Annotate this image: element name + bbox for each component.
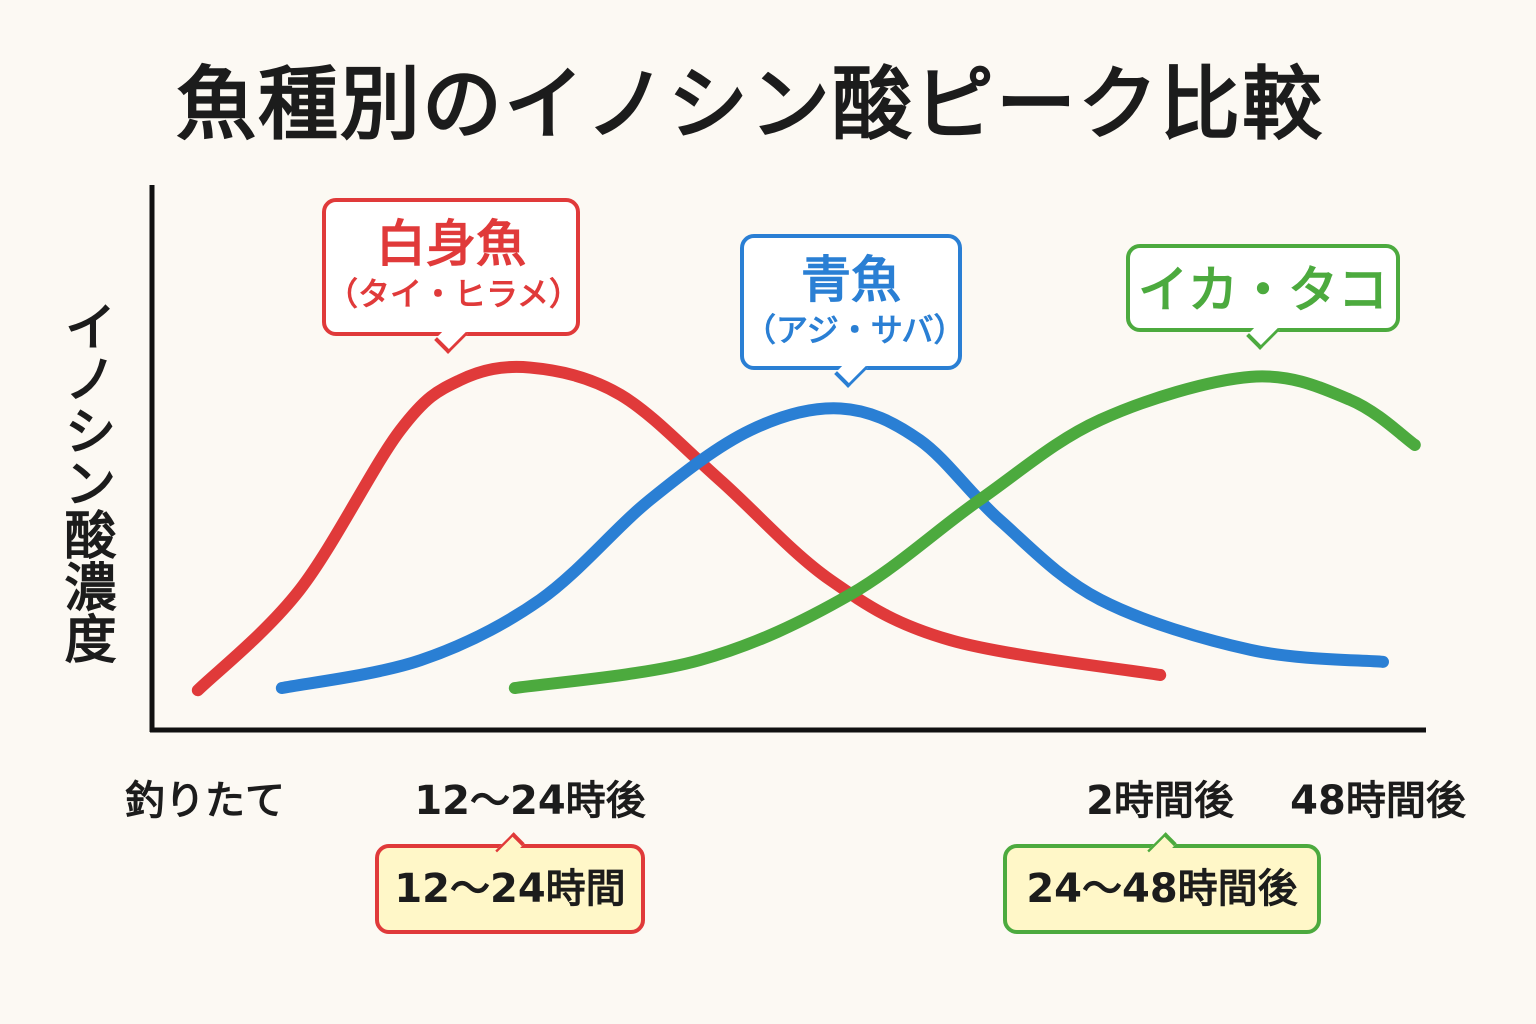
annotation-12-24h: 12〜24時間	[375, 832, 645, 934]
x-tick-label: 48時間後	[1290, 778, 1466, 824]
series-line-2	[508, 370, 1421, 695]
y-axis-label: イノシン酸濃度	[55, 300, 115, 664]
annotation-text: 12〜24時間	[394, 866, 626, 912]
series-line-0	[191, 360, 1167, 697]
series-name: イカ・タコ	[1138, 261, 1388, 319]
series-subtitle: （タイ・ヒラメ）	[326, 275, 582, 313]
annotation-text: 24〜48時間後	[1026, 866, 1298, 912]
series-label-white-fish: 白身魚 （タイ・ヒラメ）	[322, 198, 582, 354]
series-name: 白身魚	[376, 215, 526, 273]
x-tick-label: 釣りたて	[125, 778, 285, 824]
series-line-1	[275, 402, 1389, 695]
series-subtitle: （アジ・サバ）	[744, 311, 966, 349]
x-tick-label: 12〜24時後	[414, 778, 646, 824]
series-name: 青魚	[801, 251, 901, 309]
annotation-24-48h: 24〜48時間後	[1003, 832, 1321, 934]
series-label-blue-fish: 青魚 （アジ・サバ）	[740, 234, 966, 388]
chart-title: 魚種別のイノシン酸ピーク比較	[176, 58, 1324, 151]
x-tick-label: 2時間後	[1086, 778, 1234, 824]
series-label-squid-octopus: イカ・タコ	[1126, 244, 1400, 350]
